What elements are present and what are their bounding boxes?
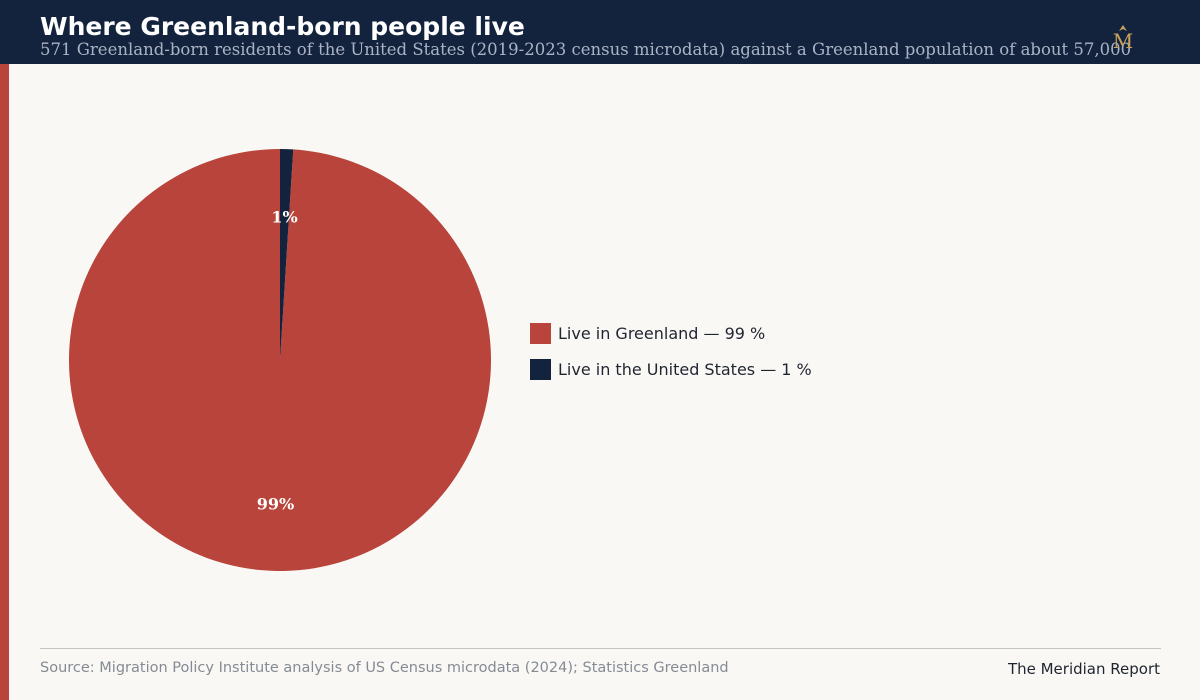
footer-divider	[40, 648, 1161, 649]
pie-slice-label-1: 1%	[271, 208, 297, 227]
source-note: Source: Migration Policy Institute analy…	[40, 660, 729, 676]
legend-item-0: Live in Greenland — 99 %	[530, 322, 812, 344]
chart-subtitle: 571 Greenland-born residents of the Unit…	[40, 40, 1132, 59]
pie-slice-label-0: 99%	[257, 494, 294, 513]
pie-slice-1	[280, 149, 294, 360]
left-accent-bar	[0, 64, 9, 700]
legend-swatch	[530, 358, 551, 380]
legend-label: Live in the United States — 1 %	[558, 359, 812, 379]
header-bar: Where Greenland-born people live 571 Gre…	[0, 0, 1200, 64]
pie-chart: 99% 1%	[69, 149, 492, 571]
pie-slices	[69, 149, 492, 571]
chart-title: Where Greenland-born people live	[40, 12, 525, 41]
legend-label: Live in Greenland — 99 %	[558, 323, 766, 343]
chart-legend: Live in Greenland — 99 % Live in the Unit…	[530, 322, 812, 394]
pie-slice-labels: 99% 1%	[257, 208, 298, 514]
legend-item-1: Live in the United States — 1 %	[530, 358, 812, 380]
publication-logo-icon: M	[1113, 25, 1133, 52]
brand-name: The Meridian Report	[1007, 660, 1160, 678]
pie-slice-0	[69, 149, 492, 571]
svg-text:M: M	[1113, 29, 1133, 52]
legend-swatch	[530, 322, 551, 344]
